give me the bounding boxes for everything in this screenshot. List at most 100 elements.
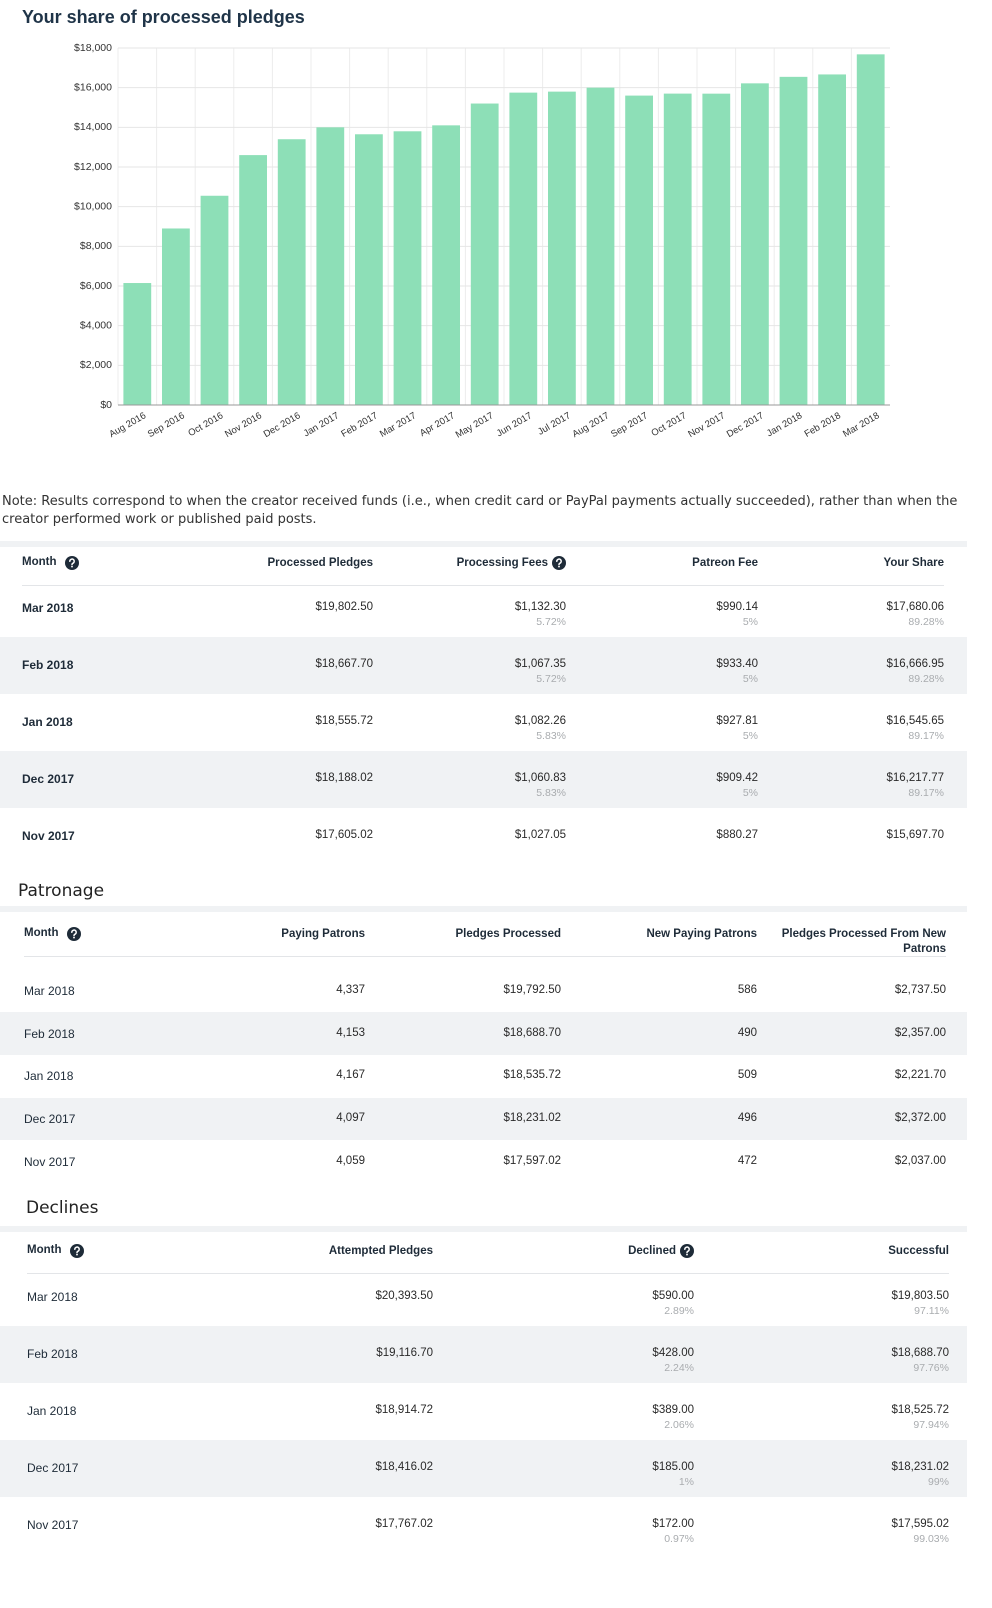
- row-month: Nov 2017: [24, 1154, 76, 1169]
- row-stripe: [0, 1097, 967, 1141]
- x-tick-label: Apr 2017: [418, 410, 457, 439]
- column-header: Month: [24, 927, 59, 939]
- y-tick-label: $2,000: [80, 359, 112, 371]
- cell-amount: $18,914.72: [375, 1404, 433, 1416]
- y-tick-label: $18,000: [74, 42, 112, 54]
- row-month: Jan 2018: [24, 1069, 74, 1084]
- x-tick-label: Jan 2018: [765, 410, 804, 439]
- x-tick-label: Jan 2017: [302, 410, 341, 439]
- bar: [625, 95, 653, 405]
- bar: [162, 228, 190, 405]
- bar: [393, 131, 422, 406]
- section-band: [0, 541, 967, 547]
- y-tick-label: $12,000: [74, 161, 112, 173]
- bar: [470, 103, 499, 406]
- row-stripe: [0, 750, 967, 808]
- row-month: Dec 2017: [27, 1461, 79, 1475]
- column-header: Month: [22, 556, 57, 568]
- cell-amount: $16,217.77: [886, 772, 944, 784]
- cell-amount: $2,372.00: [894, 1112, 946, 1125]
- help-icon[interactable]: [70, 1244, 84, 1258]
- x-tick-label: Feb 2017: [339, 410, 379, 440]
- cell-amount: $933.40: [716, 658, 758, 670]
- row-stripe: [0, 1325, 967, 1383]
- cell-amount: $15,697.70: [886, 829, 944, 841]
- chart: Your share of processed pledges $0 $2,000…: [22, 7, 890, 441]
- bar: [779, 76, 808, 405]
- x-tick-label: Oct 2017: [650, 410, 689, 439]
- section-heading: Patronage: [18, 881, 105, 901]
- column-header: New Paying Patrons: [646, 928, 757, 940]
- cell-percent: 5%: [742, 616, 758, 628]
- cell-amount: 4,337: [336, 984, 365, 996]
- bar: [856, 54, 885, 405]
- cell-amount: $18,525.72: [891, 1404, 949, 1416]
- column-header: Declined: [628, 1245, 676, 1257]
- header-divider: [24, 956, 946, 957]
- y-tick-label: $4,000: [80, 319, 112, 331]
- row-stripe: [0, 636, 967, 694]
- cell-amount: 472: [737, 1154, 757, 1167]
- cell-amount: 4,059: [336, 1154, 365, 1167]
- y-tick-label: $10,000: [74, 200, 112, 212]
- cell-amount: 490: [737, 1026, 757, 1039]
- x-tick-label: Dec 2017: [725, 410, 766, 440]
- bar: [200, 195, 229, 405]
- cell-percent: 5.83%: [536, 730, 566, 742]
- x-tick-label: Dec 2016: [262, 410, 303, 440]
- x-tick-label: Oct 2016: [186, 410, 225, 439]
- cell-percent: 97.76%: [913, 1362, 949, 1374]
- cell-amount: $17,597.02: [503, 1154, 561, 1167]
- help-icon[interactable]: [552, 556, 566, 570]
- row-month: Nov 2017: [27, 1518, 79, 1532]
- cell-percent: 97.94%: [913, 1419, 949, 1431]
- column-header: Patreon Fee: [692, 557, 758, 569]
- y-tick-label: $6,000: [80, 280, 112, 292]
- x-tick-label: Mar 2017: [378, 410, 418, 440]
- bar: [818, 74, 846, 405]
- cell-amount: $990.14: [716, 601, 758, 613]
- header-divider: [22, 585, 944, 586]
- row-month: Dec 2017: [22, 772, 75, 786]
- bar: [316, 127, 345, 405]
- cell-percent: 1%: [678, 1476, 694, 1488]
- cell-percent: 2.06%: [664, 1419, 694, 1431]
- header-divider: [27, 1273, 949, 1274]
- cell-amount: $18,688.70: [503, 1026, 561, 1039]
- row-month: Nov 2017: [22, 829, 75, 843]
- cell-amount: $18,231.02: [891, 1461, 949, 1473]
- cell-percent: 89.17%: [908, 730, 944, 742]
- column-header: Processing Fees: [456, 557, 548, 569]
- cell-amount: $17,595.02: [891, 1518, 949, 1530]
- cell-amount: $16,545.65: [886, 715, 944, 727]
- cell-percent: 89.17%: [908, 787, 944, 799]
- row-stripe: [0, 1012, 967, 1056]
- cell-amount: $1,132.30: [514, 601, 566, 613]
- y-tick-label: $8,000: [80, 240, 112, 252]
- bar: [355, 134, 383, 405]
- cell-percent: 5%: [742, 673, 758, 685]
- cell-amount: 586: [737, 984, 757, 996]
- cell-amount: $17,767.02: [375, 1518, 433, 1530]
- x-tick-label: Aug 2016: [107, 410, 148, 440]
- help-icon[interactable]: [680, 1244, 694, 1258]
- help-icon[interactable]: [67, 927, 81, 941]
- cell-amount: 496: [737, 1112, 757, 1125]
- note: Note: Results correspond to when the cre…: [2, 494, 958, 527]
- row-month: Mar 2018: [27, 1290, 78, 1304]
- row-month: Mar 2018: [24, 984, 75, 998]
- row-month: Jan 2018: [22, 715, 73, 729]
- cell-amount: $17,680.06: [886, 601, 944, 613]
- cell-percent: 2.24%: [664, 1362, 694, 1374]
- cell-percent: 99.03%: [913, 1533, 949, 1545]
- help-icon[interactable]: [65, 556, 79, 570]
- y-tick-label: $14,000: [74, 121, 112, 133]
- x-tick-label: Nov 2017: [686, 410, 727, 440]
- column-header: Paying Patrons: [281, 928, 365, 940]
- cell-amount: $1,067.35: [514, 658, 566, 670]
- cell-amount: $18,535.72: [503, 1069, 561, 1082]
- cell-amount: $2,037.00: [894, 1154, 946, 1167]
- x-tick-label: Aug 2017: [571, 410, 612, 440]
- x-tick-label: Jul 2017: [536, 410, 573, 437]
- column-header: Pledges Processed: [455, 928, 561, 940]
